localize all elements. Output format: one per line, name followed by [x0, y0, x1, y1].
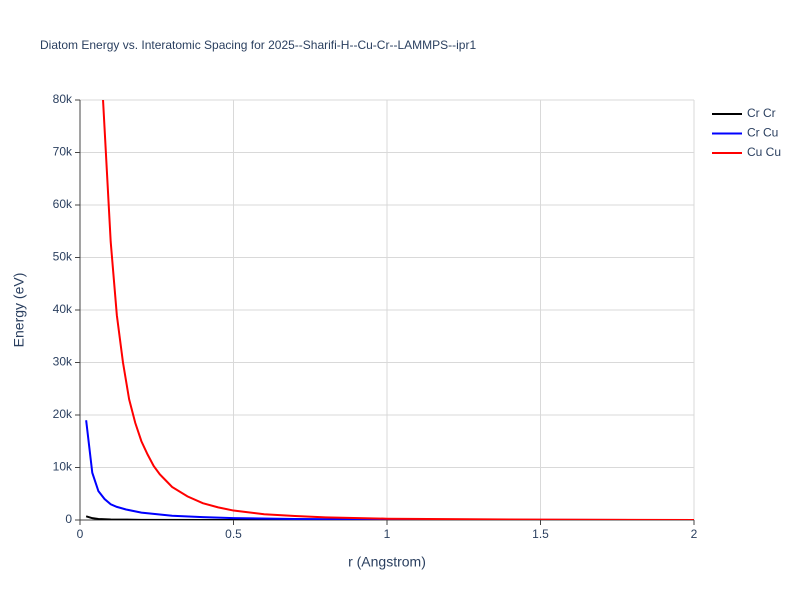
x-tick-label: 0.5	[225, 527, 242, 541]
y-tick-label: 80k	[53, 92, 73, 106]
y-tick-label: 0	[65, 512, 72, 526]
legend-label: Cr Cr	[747, 106, 776, 120]
y-tick-label: 70k	[53, 145, 73, 159]
y-axis-label: Energy (eV)	[11, 273, 27, 348]
legend-label: Cr Cu	[747, 126, 778, 140]
x-tick-label: 0	[77, 527, 84, 541]
y-tick-label: 20k	[53, 407, 73, 421]
y-tick-label: 10k	[53, 460, 73, 474]
series-line	[85, 420, 694, 520]
x-tick-label: 1.5	[532, 527, 549, 541]
series-line	[102, 100, 694, 520]
y-tick-label: 60k	[53, 197, 73, 211]
y-tick-label: 30k	[53, 355, 73, 369]
x-axis-label: r (Angstrom)	[348, 554, 426, 570]
x-tick-label: 2	[691, 527, 698, 541]
chart-title: Diatom Energy vs. Interatomic Spacing fo…	[40, 38, 476, 52]
x-tick-label: 1	[384, 527, 391, 541]
y-tick-label: 40k	[53, 302, 73, 316]
legend-label: Cu Cu	[747, 145, 781, 159]
y-tick-label: 50k	[53, 250, 73, 264]
